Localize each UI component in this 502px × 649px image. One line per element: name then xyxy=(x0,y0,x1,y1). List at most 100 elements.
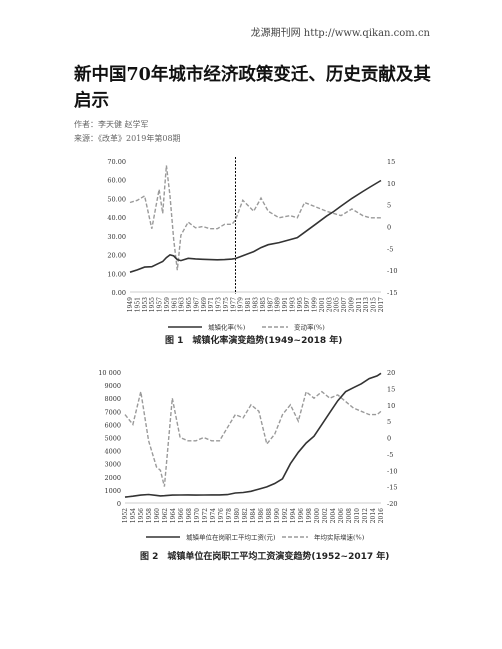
x-tick-label: 1971 xyxy=(208,297,215,312)
left-tick-label: 6000 xyxy=(104,421,121,429)
x-tick-label: 1978 xyxy=(226,508,233,523)
x-tick-label: 1964 xyxy=(170,508,177,523)
right-tick-label: 5 xyxy=(387,418,391,426)
right-tick-label: -15 xyxy=(387,289,397,297)
x-tick-label: 1953 xyxy=(142,297,149,312)
x-tick-label: 2013 xyxy=(363,297,370,312)
left-tick-label: 40.00 xyxy=(107,214,126,222)
x-tick-label: 1985 xyxy=(260,297,267,312)
right-tick-label: 10 xyxy=(387,180,395,188)
right-tick-label: -10 xyxy=(387,267,397,275)
x-tick-label: 1988 xyxy=(266,508,273,523)
article-title: 新中国70年城市经济政策变迁、历史贡献及其启示 xyxy=(74,65,431,111)
left-tick-label: 10.00 xyxy=(107,270,126,278)
x-tick-label: 1967 xyxy=(193,297,200,312)
x-tick-label: 1998 xyxy=(306,508,313,523)
left-tick-label: 3000 xyxy=(104,461,121,469)
left-tick-label: 60.00 xyxy=(107,177,126,185)
right-tick-label: 15 xyxy=(387,158,395,166)
legend-label: 城镇单位在岗职工平均工资(元) xyxy=(186,533,276,542)
figure-2-caption: 图 2 城镇单位在岗职工平均工资演变趋势(1952~2017 年) xyxy=(140,552,390,562)
right-tick-label: -20 xyxy=(387,500,397,508)
left-tick-label: 4000 xyxy=(104,448,121,456)
left-tick-label: 2000 xyxy=(104,474,121,482)
left-tick-label: 1000 xyxy=(104,487,121,495)
article-source: 来源：《改革》2019年第08期 xyxy=(74,134,181,143)
x-tick-label: 2007 xyxy=(341,297,348,312)
x-tick-label: 2015 xyxy=(371,297,378,312)
x-tick-label: 2009 xyxy=(348,297,355,312)
left-tick-label: 30.00 xyxy=(107,233,126,241)
left-tick-label: 10 000 xyxy=(98,369,121,377)
legend-label: 城镇化率(%) xyxy=(208,323,246,332)
left-tick-label: 7000 xyxy=(104,408,121,416)
legend-label: 变动率(%) xyxy=(294,323,325,332)
x-tick-label: 2000 xyxy=(314,508,321,523)
left-tick-label: 0 xyxy=(117,500,121,508)
x-tick-label: 1949 xyxy=(127,297,134,312)
x-tick-label: 1958 xyxy=(146,508,153,523)
x-tick-label: 1959 xyxy=(164,297,171,312)
x-tick-label: 1975 xyxy=(223,297,230,312)
left-tick-label: 20.00 xyxy=(107,252,126,260)
x-tick-label: 1973 xyxy=(216,297,223,312)
x-tick-label: 2012 xyxy=(362,508,369,523)
x-tick-label: 1983 xyxy=(253,297,260,312)
x-tick-label: 1974 xyxy=(210,508,217,523)
figure-1-caption: 图 1 城镇化率演变趋势(1949~2018 年) xyxy=(165,336,343,346)
x-tick-label: 1969 xyxy=(201,297,208,312)
wage-chart: 10 000 9000 8000 7000 6000 5000 4000 3000 2000 10… xyxy=(98,369,397,542)
right-tick-label: -5 xyxy=(387,245,393,253)
x-tick-label: 1999 xyxy=(312,297,319,312)
x-tick-label: 2006 xyxy=(338,508,345,523)
series-line-level xyxy=(124,372,382,498)
x-tick-label: 1955 xyxy=(149,297,156,312)
x-tick-label: 2010 xyxy=(354,508,361,523)
x-tick-label: 2005 xyxy=(334,297,341,312)
series-line-rate xyxy=(124,390,382,487)
x-tick-label: 1997 xyxy=(304,297,311,312)
x-tick-label: 1976 xyxy=(218,508,225,523)
left-tick-label: 50.00 xyxy=(107,195,126,203)
x-tick-label: 1968 xyxy=(186,508,193,523)
x-tick-label: 1991 xyxy=(282,297,289,312)
x-tick-label: 1951 xyxy=(134,297,141,312)
left-tick-label: 8000 xyxy=(104,395,121,403)
left-tick-label: 9000 xyxy=(104,382,121,390)
x-tick-label: 1982 xyxy=(242,508,249,523)
x-tick-label: 2016 xyxy=(378,508,385,523)
x-tick-label: 1989 xyxy=(275,297,282,312)
x-tick-label: 1994 xyxy=(290,508,297,523)
x-tick-label: 1990 xyxy=(274,508,281,523)
x-tick-label: 2014 xyxy=(370,508,377,523)
x-tick-label: 2011 xyxy=(356,297,363,312)
x-tick-label: 1972 xyxy=(202,508,209,523)
site-header: 龙源期刊网 http://www.qikan.com.cn xyxy=(250,28,430,39)
right-tick-label: 0 xyxy=(387,224,391,232)
x-tick-label: 1965 xyxy=(186,297,193,312)
x-tick-label: 1954 xyxy=(130,508,137,523)
x-tick-label: 1952 xyxy=(122,508,129,523)
x-tick-label: 1992 xyxy=(282,508,289,523)
x-tick-label: 2008 xyxy=(346,508,353,523)
series-line-rate xyxy=(129,165,381,271)
x-tick-label: 2004 xyxy=(330,508,337,523)
right-tick-label: 10 xyxy=(387,402,395,410)
x-tick-label: 1960 xyxy=(154,508,161,523)
x-tick-label: 1977 xyxy=(230,297,237,312)
left-tick-label: 5000 xyxy=(104,435,121,443)
x-tick-label: 1980 xyxy=(234,508,241,523)
series-line-level xyxy=(129,179,382,273)
legend-label: 年均实际增速(%) xyxy=(314,533,365,542)
right-tick-label: -15 xyxy=(387,484,397,492)
x-tick-label: 1996 xyxy=(298,508,305,523)
right-tick-label: -5 xyxy=(387,451,393,459)
x-tick-label: 2001 xyxy=(319,297,326,312)
right-tick-label: 5 xyxy=(387,202,391,210)
right-tick-label: -10 xyxy=(387,467,397,475)
x-tick-label: 1963 xyxy=(179,297,186,312)
x-tick-label: 1987 xyxy=(267,297,274,312)
x-tick-label: 1970 xyxy=(194,508,201,523)
x-tick-label: 1966 xyxy=(178,508,185,523)
x-tick-label: 1979 xyxy=(238,297,245,312)
